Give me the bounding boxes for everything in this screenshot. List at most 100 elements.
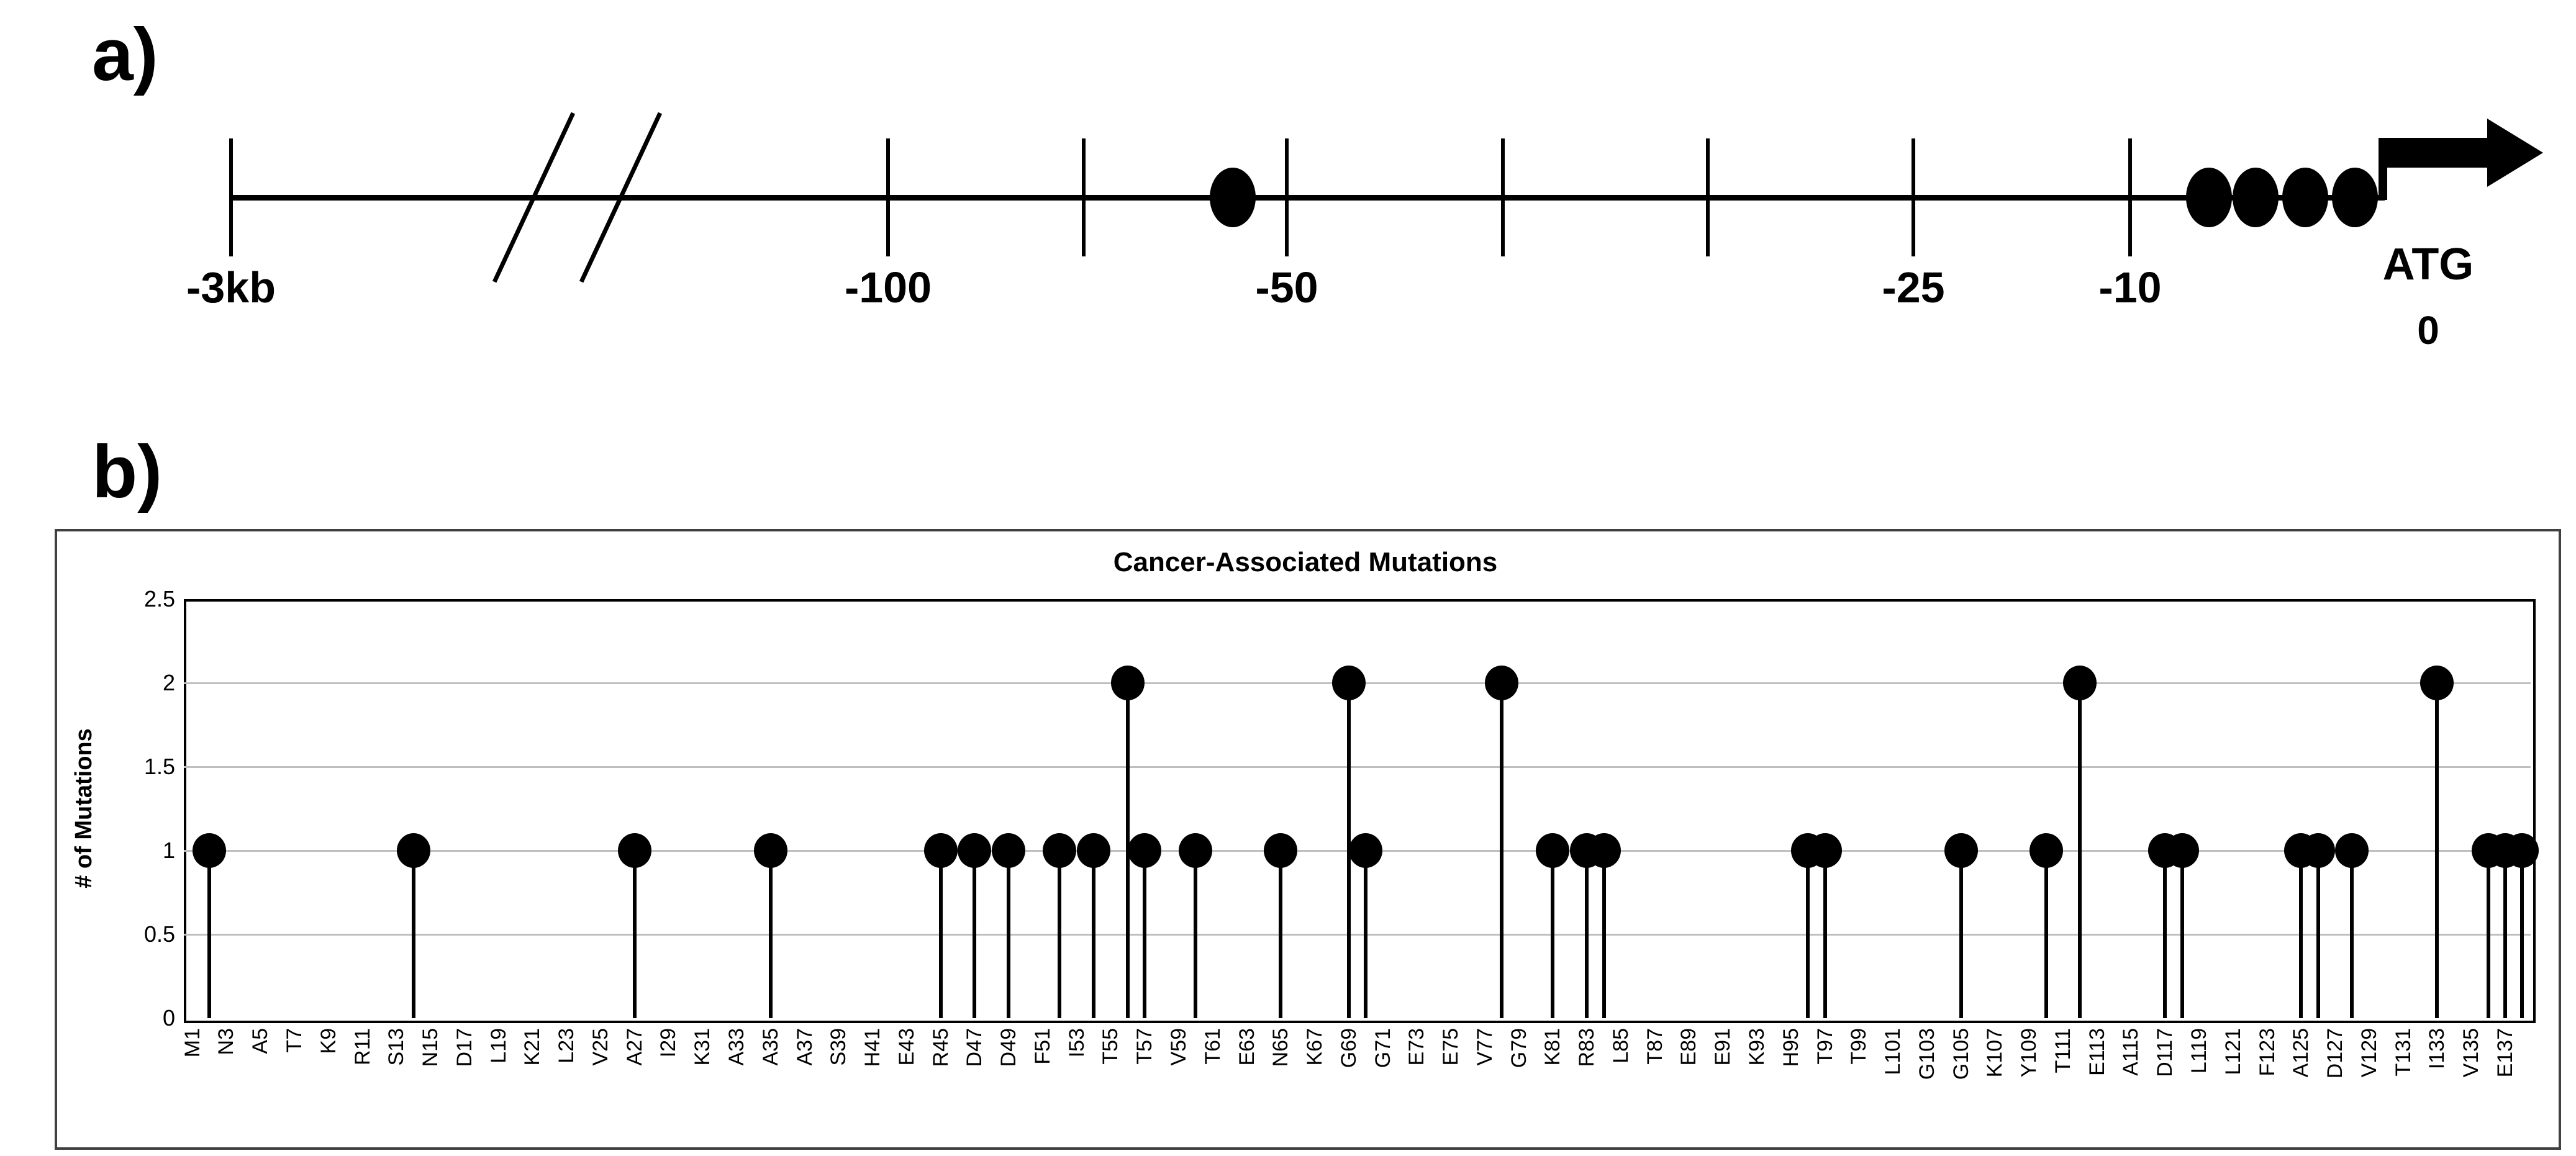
x-tick-label-K93: K93 bbox=[1745, 1028, 1769, 1066]
lollipop-dot-128 bbox=[2335, 833, 2369, 868]
x-tick-label-F123: F123 bbox=[2255, 1028, 2279, 1077]
lollipop-stem-56 bbox=[1125, 683, 1130, 1018]
atg-label: ATG bbox=[2382, 240, 2474, 289]
panel-a-label: a) bbox=[92, 13, 158, 96]
y-tick-label: 0 bbox=[162, 1005, 175, 1031]
y-tick-label: 2.5 bbox=[143, 586, 175, 612]
lollipop-stem-110 bbox=[2044, 851, 2048, 1018]
lollipop-dot-35 bbox=[753, 833, 787, 868]
x-tick-label-G79: G79 bbox=[1507, 1028, 1531, 1068]
axis-tick bbox=[886, 138, 890, 256]
lollipop-dot-105 bbox=[1944, 833, 1978, 868]
axis-tick bbox=[1082, 138, 1086, 256]
x-tick-label-A33: A33 bbox=[724, 1028, 748, 1066]
x-tick-label-K9: K9 bbox=[316, 1028, 340, 1054]
panel-b-mutation-chart: b) bbox=[0, 397, 2576, 1156]
x-tick-label-T7: T7 bbox=[282, 1028, 306, 1053]
x-tick-label-R11: R11 bbox=[350, 1028, 374, 1065]
lollipop-stem-65 bbox=[1279, 851, 1283, 1018]
lollipop-dot-81 bbox=[1536, 833, 1570, 868]
lollipop-dot-49 bbox=[992, 833, 1026, 868]
lollipop-dot-97 bbox=[1808, 833, 1842, 868]
lollipop-dot-112 bbox=[2063, 666, 2097, 700]
lollipop-stem-81 bbox=[1551, 851, 1555, 1018]
y-tick-label: 1 bbox=[162, 838, 175, 863]
lollipop-stem-133 bbox=[2435, 683, 2439, 1018]
lollipop-stem-118 bbox=[2180, 851, 2184, 1018]
x-tick-label-T131: T131 bbox=[2391, 1028, 2415, 1077]
lollipop-stem-45 bbox=[938, 851, 943, 1018]
lollipop-stem-27 bbox=[632, 851, 637, 1018]
lollipop-dot-27 bbox=[617, 833, 651, 868]
x-tick-label-G105: G105 bbox=[1949, 1028, 1973, 1080]
lollipop-stem-2 bbox=[207, 851, 212, 1018]
x-tick-label-N15: N15 bbox=[419, 1028, 443, 1067]
lollipop-stem-52 bbox=[1058, 851, 1062, 1018]
x-tick-label-T61: T61 bbox=[1200, 1028, 1225, 1065]
y-axis-title: # of Mutations bbox=[71, 728, 97, 888]
x-tick-label-T57: T57 bbox=[1133, 1028, 1157, 1065]
lollipop-dot-69 bbox=[1331, 666, 1366, 700]
x-tick-label-S13: S13 bbox=[384, 1028, 409, 1066]
x-tick-label-N65: N65 bbox=[1269, 1028, 1293, 1067]
lollipop-stem-112 bbox=[2078, 683, 2082, 1018]
x-tick-label-T97: T97 bbox=[1813, 1028, 1837, 1065]
x-tick-label-E113: E113 bbox=[2085, 1028, 2109, 1076]
tss-arrow-head bbox=[2487, 119, 2543, 187]
lollipop-dot-45 bbox=[923, 833, 958, 868]
axis-tick bbox=[1285, 138, 1289, 256]
x-tick-label-E73: E73 bbox=[1405, 1028, 1429, 1066]
lollipop-stem-60 bbox=[1194, 851, 1198, 1018]
axis-tick bbox=[2128, 138, 2132, 256]
x-tick-label-T111: T111 bbox=[2051, 1028, 2075, 1073]
x-tick-label-E137: E137 bbox=[2493, 1028, 2517, 1078]
x-tick-label-A27: A27 bbox=[622, 1028, 646, 1066]
x-tick-label-K31: K31 bbox=[691, 1028, 715, 1066]
lollipop-stem-125 bbox=[2299, 851, 2303, 1018]
lollipop-stem-97 bbox=[1823, 851, 1827, 1018]
lollipop-stem-136 bbox=[2486, 851, 2490, 1018]
lollipop-stem-69 bbox=[1346, 683, 1351, 1018]
x-tick-label-R45: R45 bbox=[928, 1028, 953, 1067]
x-tick-label-K81: K81 bbox=[1541, 1028, 1565, 1066]
lollipop-stem-84 bbox=[1602, 851, 1606, 1018]
x-tick-label-E91: E91 bbox=[1711, 1028, 1735, 1066]
x-tick-label-G69: G69 bbox=[1336, 1028, 1361, 1068]
y-tick-label: 2 bbox=[162, 670, 175, 695]
x-tick-label-F51: F51 bbox=[1030, 1028, 1054, 1065]
lollipop-stem-47 bbox=[973, 851, 977, 1018]
x-tick-label-V25: V25 bbox=[588, 1028, 612, 1066]
x-tick-label-E63: E63 bbox=[1235, 1028, 1259, 1066]
x-tick-label-V59: V59 bbox=[1166, 1028, 1190, 1066]
x-tick-label-D117: D117 bbox=[2153, 1028, 2177, 1077]
gridline-y-0.5 bbox=[184, 934, 2531, 936]
x-tick-label-A5: A5 bbox=[248, 1028, 273, 1054]
proximal-mutation-dot bbox=[2282, 168, 2328, 227]
x-tick-label-A125: A125 bbox=[2289, 1028, 2313, 1078]
x-tick-label-K21: K21 bbox=[520, 1028, 545, 1066]
lollipop-stem-14 bbox=[411, 851, 415, 1018]
lollipop-stem-138 bbox=[2520, 851, 2524, 1018]
x-tick-label-V129: V129 bbox=[2357, 1028, 2381, 1078]
x-tick-label-H95: H95 bbox=[1779, 1028, 1803, 1067]
axis-tick bbox=[1706, 138, 1710, 256]
x-tick-label-K67: K67 bbox=[1303, 1028, 1327, 1066]
axis-tick-label: -3kb bbox=[186, 263, 276, 312]
lollipop-dot-70 bbox=[1349, 833, 1383, 868]
lollipop-dot-133 bbox=[2420, 666, 2454, 700]
x-tick-label-E75: E75 bbox=[1439, 1028, 1463, 1066]
panel-a-promoter-diagram: a) -3kb -100 -50 -25 -10 ATG 0 bbox=[0, 0, 2576, 385]
proximal-mutation-dot bbox=[2233, 168, 2279, 227]
x-tick-label-A115: A115 bbox=[2119, 1028, 2143, 1076]
x-tick-label-Y109: Y109 bbox=[2017, 1028, 2041, 1078]
panel-b-label: b) bbox=[92, 430, 163, 513]
x-tick-label-A35: A35 bbox=[758, 1028, 782, 1066]
lollipop-stem-105 bbox=[1959, 851, 1963, 1018]
x-tick-label-D17: D17 bbox=[452, 1028, 476, 1067]
x-tick-label-T55: T55 bbox=[1099, 1028, 1123, 1065]
x-tick-label-G71: G71 bbox=[1371, 1028, 1395, 1068]
x-tick-label-L85: L85 bbox=[1608, 1028, 1633, 1063]
lollipop-dot-126 bbox=[2301, 833, 2335, 868]
x-tick-label-L23: L23 bbox=[555, 1028, 579, 1063]
lollipop-dot-47 bbox=[958, 833, 992, 868]
